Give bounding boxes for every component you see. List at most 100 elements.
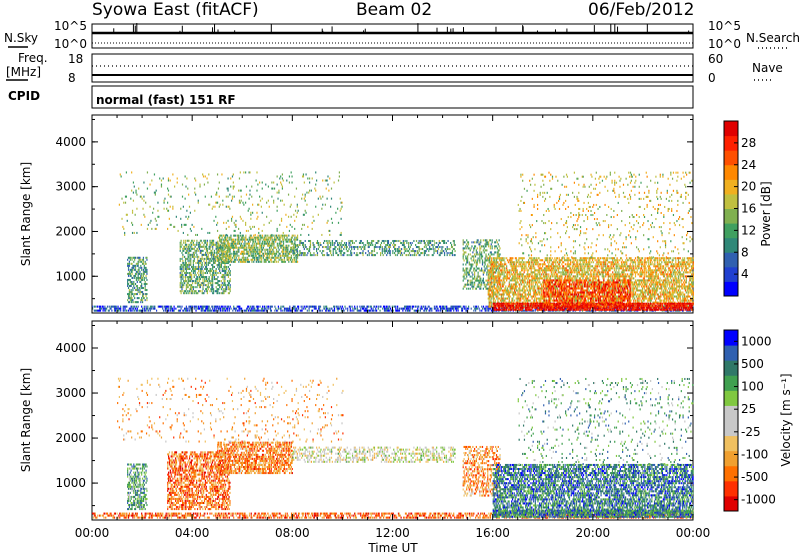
heat-cell (208, 261, 210, 264)
heat-cell (373, 254, 376, 257)
heat-cell (142, 272, 145, 275)
heat-cell (243, 246, 245, 249)
heat-cell (514, 305, 517, 308)
heat-cell (510, 273, 512, 276)
heat-cell (470, 307, 472, 310)
heat-cell (222, 258, 224, 261)
heat-cell (514, 291, 517, 294)
heat-cell (283, 256, 286, 259)
heat-cell (207, 309, 209, 312)
heat-cell (238, 260, 240, 263)
heat-cell (183, 265, 185, 268)
heat-cell (414, 254, 416, 257)
heat-cell (429, 239, 432, 242)
heat-cell (141, 262, 144, 265)
heat-cell (290, 240, 293, 243)
heat-cell (292, 246, 294, 249)
heat-cell (495, 245, 498, 248)
heat-cell (519, 297, 521, 300)
heat-cell (506, 275, 508, 278)
heat-cell (319, 305, 321, 308)
heat-cell (266, 240, 268, 243)
heat-cell (247, 256, 249, 259)
heat-cell (274, 258, 276, 261)
heat-cell (236, 250, 238, 253)
heat-cell (516, 293, 518, 296)
heat-cell (145, 266, 147, 269)
heat-cell (521, 295, 524, 298)
heat-cell (147, 307, 149, 310)
heat-cell (332, 252, 334, 255)
heat-cell (226, 288, 228, 291)
heat-cell (289, 240, 291, 243)
heat-cell (417, 246, 419, 249)
heat-cell (512, 265, 514, 268)
heat-cell (189, 309, 191, 312)
heat-cell (188, 263, 190, 266)
heat-cell (529, 273, 531, 276)
heat-cell (396, 248, 398, 251)
heat-cell (459, 305, 461, 308)
heat-cell (267, 254, 269, 257)
heat-cell (288, 258, 290, 261)
heat-cell (495, 293, 497, 296)
heat-cell (212, 257, 214, 260)
heat-cell (338, 307, 340, 310)
heat-cell (435, 250, 437, 253)
heat-cell (205, 243, 208, 246)
heat-cell (340, 241, 342, 245)
heat-cell (218, 238, 221, 241)
heat-cell (191, 284, 193, 287)
heat-cell (204, 280, 206, 283)
heat-cell (204, 267, 206, 270)
heat-cell (180, 245, 182, 248)
heat-cell (498, 279, 500, 282)
heat-cell (391, 305, 393, 308)
heat-cell (383, 307, 386, 310)
heat-cell (531, 267, 533, 270)
heat-cell (195, 278, 197, 281)
heat-cell (525, 281, 527, 284)
heat-cell (254, 238, 257, 241)
heat-cell (134, 264, 136, 267)
heat-cell (225, 261, 227, 264)
heat-cell (225, 252, 228, 255)
heat-cell (524, 291, 526, 294)
heat-cell (313, 254, 315, 257)
heat-cell (436, 246, 438, 249)
heat-cell (127, 272, 129, 275)
heat-cell (491, 259, 493, 262)
heat-cell (144, 289, 146, 292)
heat-cell (308, 239, 311, 242)
heat-cell (381, 239, 383, 242)
heat-cell (189, 284, 191, 287)
heat-cell (397, 305, 399, 308)
heat-cell (219, 267, 221, 270)
heat-cell (323, 246, 325, 249)
heat-cell (194, 267, 196, 270)
heat-cell (516, 273, 518, 276)
heat-cell (339, 244, 341, 247)
heat-cell (197, 284, 199, 287)
heat-cell (183, 263, 185, 266)
heat-cell (214, 259, 216, 262)
heat-cell (190, 249, 192, 252)
heat-cell (337, 241, 339, 245)
heat-cell (292, 252, 294, 255)
heat-cell (212, 272, 214, 275)
heat-cell (392, 250, 394, 253)
heat-cell (536, 273, 538, 276)
heat-cell (348, 248, 350, 251)
heat-cell (289, 238, 292, 241)
heat-cell (225, 265, 227, 268)
heat-cell (208, 269, 210, 273)
heat-cell (127, 293, 130, 296)
heat-cell (525, 289, 527, 292)
heat-cell (216, 272, 218, 275)
heat-cell (439, 254, 441, 257)
heat-cell (422, 248, 424, 251)
heat-cell (202, 280, 204, 283)
heat-cell (509, 261, 511, 264)
heat-cell (291, 234, 293, 237)
heat-cell (215, 286, 217, 289)
